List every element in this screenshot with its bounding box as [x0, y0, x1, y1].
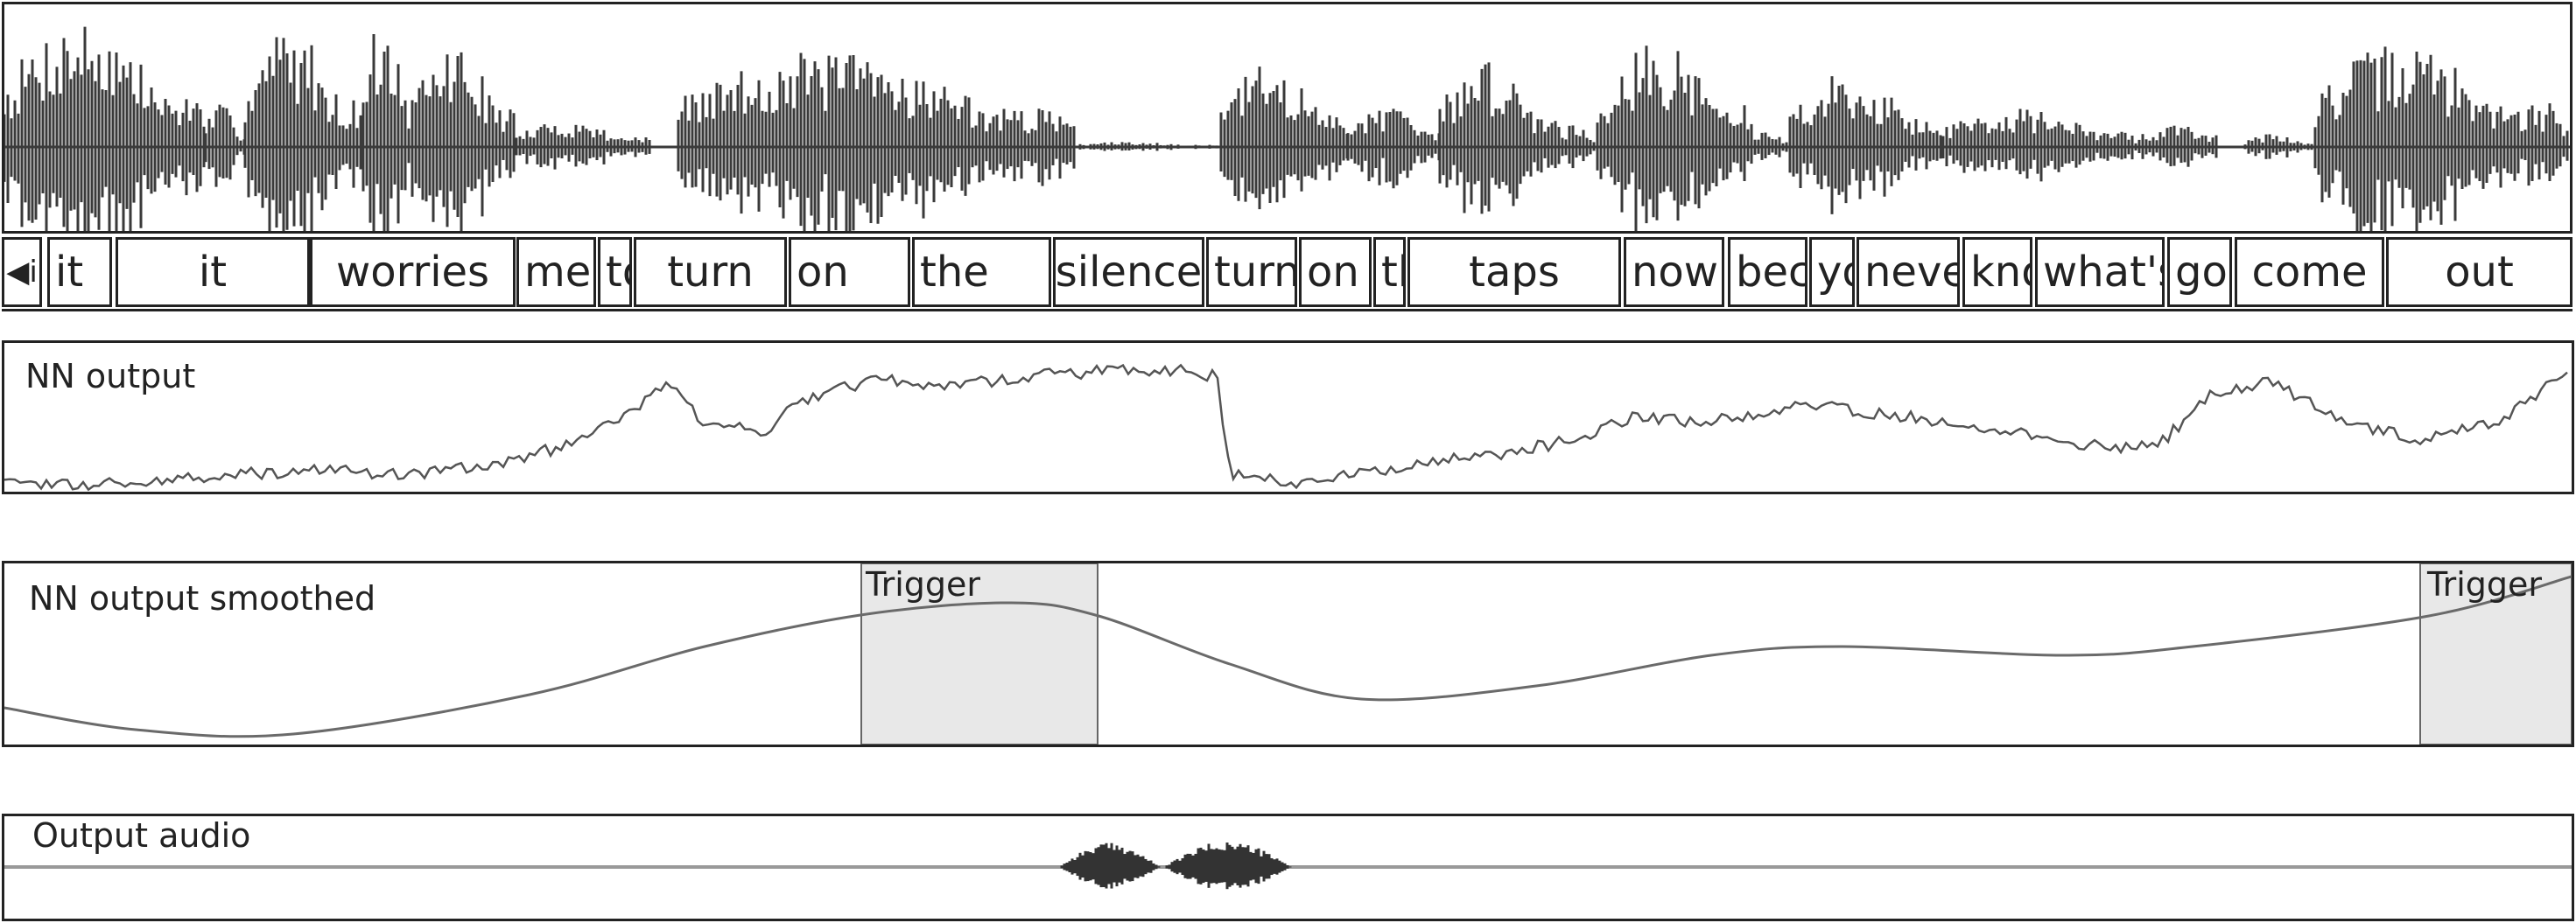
- word-segment[interactable]: it: [116, 237, 310, 307]
- word-segment[interactable]: know: [1962, 237, 2032, 307]
- word-segment[interactable]: turn: [634, 237, 787, 307]
- word-segment[interactable]: you: [1809, 237, 1855, 307]
- input-waveform: [4, 26, 2570, 234]
- word-label: what's: [2043, 248, 2162, 297]
- word-label: turn: [667, 248, 754, 297]
- word-label: on: [1307, 248, 1359, 297]
- trigger-label-1: Trigger: [866, 565, 981, 604]
- word-segment[interactable]: the: [912, 237, 1051, 307]
- word-segment[interactable]: taps: [1407, 237, 1621, 307]
- word-segment[interactable]: because: [1728, 237, 1807, 307]
- word-label: me: [524, 248, 592, 297]
- nn-smoothed-panel: NN output smoothed Trigger Trigger: [2, 561, 2574, 747]
- word-segment[interactable]: the: [1373, 237, 1406, 307]
- word-segments-strip: ◀i ititworriesmetoturnonthe[silence]turn…: [2, 231, 2572, 311]
- word-label: going: [2175, 248, 2229, 297]
- input-waveform-panel[interactable]: [2, 2, 2572, 234]
- word-label: out: [2445, 248, 2514, 297]
- word-label: worries: [335, 248, 490, 297]
- arrow-left-icon: ◀: [6, 255, 30, 290]
- word-label: know: [1970, 248, 2030, 297]
- word-label: never: [1864, 248, 1957, 297]
- word-segment[interactable]: going: [2167, 237, 2232, 307]
- word-label: now: [1632, 248, 1719, 297]
- nn-output-panel: NN output: [2, 340, 2574, 494]
- output-audio-waveform: [4, 842, 2572, 890]
- word-label: the: [1381, 248, 1403, 297]
- word-segment[interactable]: now: [1624, 237, 1724, 307]
- word-label: the: [920, 248, 989, 297]
- scroll-left-button[interactable]: ◀ i: [2, 237, 42, 307]
- nn-smoothed-plot: [4, 563, 2572, 745]
- word-segment[interactable]: to: [598, 237, 632, 307]
- word-segment[interactable]: out: [2386, 237, 2572, 307]
- word-label: on: [797, 248, 849, 297]
- word-segment[interactable]: turn: [1206, 237, 1297, 307]
- prev-word-fragment: i: [29, 255, 38, 290]
- word-label: it: [55, 248, 84, 297]
- word-label: because: [1736, 248, 1807, 297]
- word-label: come: [2251, 248, 2368, 297]
- output-audio-panel: Output audio: [2, 814, 2574, 921]
- nn-smoothed-title: NN output smoothed: [29, 579, 376, 618]
- word-segment[interactable]: it: [47, 237, 112, 307]
- word-label: turn: [1214, 248, 1297, 297]
- nn-output-plot: [4, 363, 2568, 492]
- word-label: it: [198, 248, 228, 297]
- word-segment[interactable]: what's: [2035, 237, 2165, 307]
- word-segment[interactable]: worries: [310, 237, 516, 307]
- word-label: [silence]: [1055, 248, 1203, 297]
- word-segment[interactable]: [silence]: [1053, 237, 1204, 307]
- word-segment[interactable]: me: [516, 237, 596, 307]
- trigger-label-2: Trigger: [2427, 565, 2543, 604]
- word-segment[interactable]: come: [2235, 237, 2384, 307]
- word-segment[interactable]: never: [1857, 237, 1960, 307]
- nn-output-title: NN output: [25, 357, 196, 395]
- word-label: taps: [1469, 248, 1560, 297]
- word-segment[interactable]: on: [1299, 237, 1372, 307]
- word-label: you: [1817, 248, 1852, 297]
- word-segment[interactable]: on: [789, 237, 910, 307]
- output-audio-title: Output audio: [32, 816, 251, 855]
- word-label: to: [606, 248, 629, 297]
